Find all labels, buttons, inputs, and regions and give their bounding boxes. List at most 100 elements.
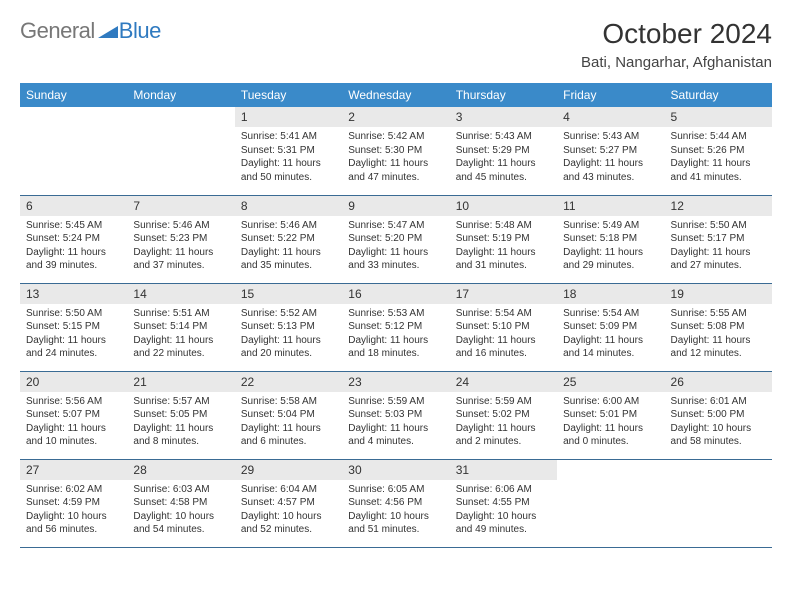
day-detail: Sunrise: 5:52 AMSunset: 5:13 PMDaylight:… xyxy=(235,304,342,365)
brand-triangle-icon xyxy=(98,18,118,44)
day-detail: Sunrise: 6:03 AMSunset: 4:58 PMDaylight:… xyxy=(127,480,234,541)
day-cell: 10Sunrise: 5:48 AMSunset: 5:19 PMDayligh… xyxy=(450,195,557,283)
day-cell: 9Sunrise: 5:47 AMSunset: 5:20 PMDaylight… xyxy=(342,195,449,283)
week-row: 27Sunrise: 6:02 AMSunset: 4:59 PMDayligh… xyxy=(20,459,772,547)
weekday-header: Wednesday xyxy=(342,83,449,107)
brand-logo: General Blue xyxy=(20,18,161,44)
day-detail: Sunrise: 5:44 AMSunset: 5:26 PMDaylight:… xyxy=(665,127,772,188)
empty-cell xyxy=(557,459,664,547)
weekday-header: Tuesday xyxy=(235,83,342,107)
day-number: 17 xyxy=(450,284,557,304)
day-detail: Sunrise: 5:46 AMSunset: 5:23 PMDaylight:… xyxy=(127,216,234,277)
day-number: 15 xyxy=(235,284,342,304)
day-detail: Sunrise: 5:46 AMSunset: 5:22 PMDaylight:… xyxy=(235,216,342,277)
day-detail: Sunrise: 5:51 AMSunset: 5:14 PMDaylight:… xyxy=(127,304,234,365)
day-number: 7 xyxy=(127,196,234,216)
day-cell: 24Sunrise: 5:59 AMSunset: 5:02 PMDayligh… xyxy=(450,371,557,459)
day-number: 31 xyxy=(450,460,557,480)
title-block: October 2024 Bati, Nangarhar, Afghanista… xyxy=(581,18,772,71)
day-cell: 14Sunrise: 5:51 AMSunset: 5:14 PMDayligh… xyxy=(127,283,234,371)
weekday-header-row: SundayMondayTuesdayWednesdayThursdayFrid… xyxy=(20,83,772,107)
day-number: 11 xyxy=(557,196,664,216)
weekday-header: Saturday xyxy=(665,83,772,107)
day-number: 20 xyxy=(20,372,127,392)
day-cell: 19Sunrise: 5:55 AMSunset: 5:08 PMDayligh… xyxy=(665,283,772,371)
day-detail: Sunrise: 5:41 AMSunset: 5:31 PMDaylight:… xyxy=(235,127,342,188)
brand-part2: Blue xyxy=(119,18,161,44)
day-number: 14 xyxy=(127,284,234,304)
week-row: 13Sunrise: 5:50 AMSunset: 5:15 PMDayligh… xyxy=(20,283,772,371)
day-cell: 12Sunrise: 5:50 AMSunset: 5:17 PMDayligh… xyxy=(665,195,772,283)
page-subtitle: Bati, Nangarhar, Afghanistan xyxy=(581,54,772,71)
day-cell: 25Sunrise: 6:00 AMSunset: 5:01 PMDayligh… xyxy=(557,371,664,459)
day-detail: Sunrise: 5:49 AMSunset: 5:18 PMDaylight:… xyxy=(557,216,664,277)
day-detail: Sunrise: 6:05 AMSunset: 4:56 PMDaylight:… xyxy=(342,480,449,541)
day-cell: 6Sunrise: 5:45 AMSunset: 5:24 PMDaylight… xyxy=(20,195,127,283)
day-cell: 15Sunrise: 5:52 AMSunset: 5:13 PMDayligh… xyxy=(235,283,342,371)
day-detail: Sunrise: 5:43 AMSunset: 5:29 PMDaylight:… xyxy=(450,127,557,188)
day-number: 26 xyxy=(665,372,772,392)
day-detail: Sunrise: 6:06 AMSunset: 4:55 PMDaylight:… xyxy=(450,480,557,541)
day-number: 8 xyxy=(235,196,342,216)
day-number: 10 xyxy=(450,196,557,216)
day-number: 23 xyxy=(342,372,449,392)
day-cell: 18Sunrise: 5:54 AMSunset: 5:09 PMDayligh… xyxy=(557,283,664,371)
day-cell: 28Sunrise: 6:03 AMSunset: 4:58 PMDayligh… xyxy=(127,459,234,547)
day-detail: Sunrise: 5:56 AMSunset: 5:07 PMDaylight:… xyxy=(20,392,127,453)
weekday-header: Thursday xyxy=(450,83,557,107)
day-cell: 11Sunrise: 5:49 AMSunset: 5:18 PMDayligh… xyxy=(557,195,664,283)
header-row: General Blue October 2024 Bati, Nangarha… xyxy=(20,18,772,71)
day-detail: Sunrise: 5:45 AMSunset: 5:24 PMDaylight:… xyxy=(20,216,127,277)
empty-cell xyxy=(127,107,234,195)
day-number: 2 xyxy=(342,107,449,127)
day-cell: 8Sunrise: 5:46 AMSunset: 5:22 PMDaylight… xyxy=(235,195,342,283)
weekday-header: Friday xyxy=(557,83,664,107)
day-detail: Sunrise: 6:02 AMSunset: 4:59 PMDaylight:… xyxy=(20,480,127,541)
day-cell: 30Sunrise: 6:05 AMSunset: 4:56 PMDayligh… xyxy=(342,459,449,547)
empty-cell xyxy=(665,459,772,547)
day-cell: 3Sunrise: 5:43 AMSunset: 5:29 PMDaylight… xyxy=(450,107,557,195)
day-number: 12 xyxy=(665,196,772,216)
day-number: 21 xyxy=(127,372,234,392)
day-detail: Sunrise: 5:47 AMSunset: 5:20 PMDaylight:… xyxy=(342,216,449,277)
day-cell: 21Sunrise: 5:57 AMSunset: 5:05 PMDayligh… xyxy=(127,371,234,459)
day-detail: Sunrise: 5:42 AMSunset: 5:30 PMDaylight:… xyxy=(342,127,449,188)
day-detail: Sunrise: 5:55 AMSunset: 5:08 PMDaylight:… xyxy=(665,304,772,365)
week-row: 20Sunrise: 5:56 AMSunset: 5:07 PMDayligh… xyxy=(20,371,772,459)
week-row: 6Sunrise: 5:45 AMSunset: 5:24 PMDaylight… xyxy=(20,195,772,283)
day-number: 13 xyxy=(20,284,127,304)
day-detail: Sunrise: 5:59 AMSunset: 5:02 PMDaylight:… xyxy=(450,392,557,453)
day-number: 28 xyxy=(127,460,234,480)
brand-part1: General xyxy=(20,18,95,44)
day-number: 29 xyxy=(235,460,342,480)
day-cell: 22Sunrise: 5:58 AMSunset: 5:04 PMDayligh… xyxy=(235,371,342,459)
day-number: 3 xyxy=(450,107,557,127)
day-detail: Sunrise: 5:50 AMSunset: 5:17 PMDaylight:… xyxy=(665,216,772,277)
day-cell: 23Sunrise: 5:59 AMSunset: 5:03 PMDayligh… xyxy=(342,371,449,459)
day-detail: Sunrise: 5:50 AMSunset: 5:15 PMDaylight:… xyxy=(20,304,127,365)
day-detail: Sunrise: 5:53 AMSunset: 5:12 PMDaylight:… xyxy=(342,304,449,365)
day-number: 16 xyxy=(342,284,449,304)
day-cell: 17Sunrise: 5:54 AMSunset: 5:10 PMDayligh… xyxy=(450,283,557,371)
day-number: 1 xyxy=(235,107,342,127)
day-cell: 27Sunrise: 6:02 AMSunset: 4:59 PMDayligh… xyxy=(20,459,127,547)
calendar-table: SundayMondayTuesdayWednesdayThursdayFrid… xyxy=(20,83,772,548)
day-number: 19 xyxy=(665,284,772,304)
day-number: 27 xyxy=(20,460,127,480)
day-number: 6 xyxy=(20,196,127,216)
day-number: 30 xyxy=(342,460,449,480)
weekday-header: Sunday xyxy=(20,83,127,107)
day-cell: 26Sunrise: 6:01 AMSunset: 5:00 PMDayligh… xyxy=(665,371,772,459)
day-number: 22 xyxy=(235,372,342,392)
day-cell: 5Sunrise: 5:44 AMSunset: 5:26 PMDaylight… xyxy=(665,107,772,195)
day-detail: Sunrise: 6:00 AMSunset: 5:01 PMDaylight:… xyxy=(557,392,664,453)
day-detail: Sunrise: 5:54 AMSunset: 5:10 PMDaylight:… xyxy=(450,304,557,365)
page-title: October 2024 xyxy=(581,18,772,50)
day-cell: 7Sunrise: 5:46 AMSunset: 5:23 PMDaylight… xyxy=(127,195,234,283)
day-number: 24 xyxy=(450,372,557,392)
day-cell: 2Sunrise: 5:42 AMSunset: 5:30 PMDaylight… xyxy=(342,107,449,195)
weekday-header: Monday xyxy=(127,83,234,107)
day-detail: Sunrise: 5:58 AMSunset: 5:04 PMDaylight:… xyxy=(235,392,342,453)
day-cell: 31Sunrise: 6:06 AMSunset: 4:55 PMDayligh… xyxy=(450,459,557,547)
day-detail: Sunrise: 5:59 AMSunset: 5:03 PMDaylight:… xyxy=(342,392,449,453)
